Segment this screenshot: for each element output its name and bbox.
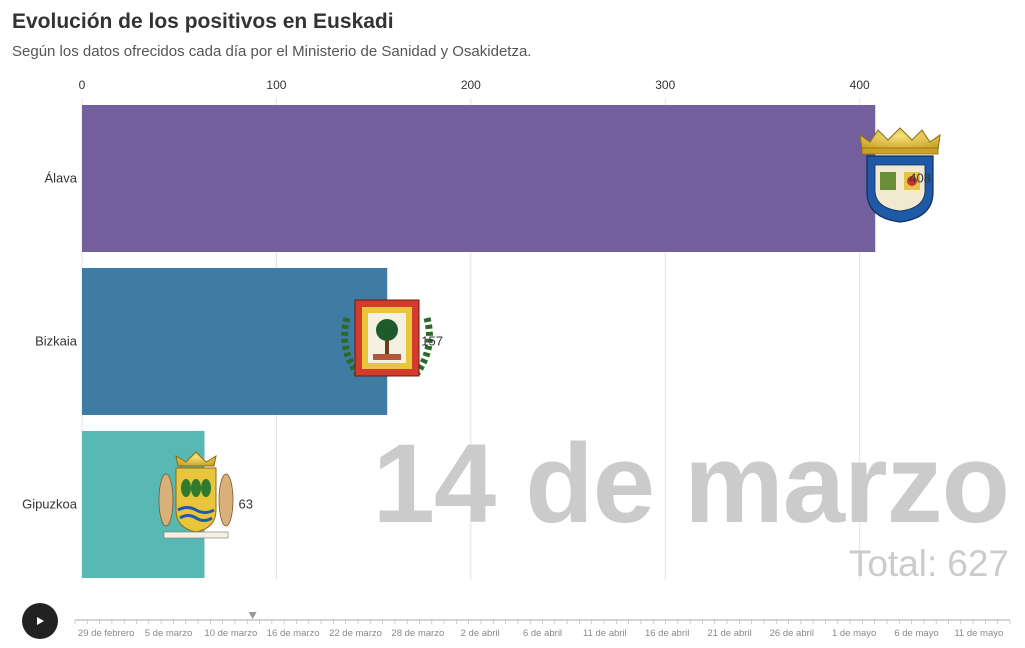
timeline-label: 11 de mayo	[954, 628, 1003, 639]
category-label: Álava	[44, 171, 77, 186]
play-button[interactable]	[22, 603, 58, 639]
coat-of-arms-gipuzkoa-icon	[158, 451, 234, 539]
timeline-label: 29 de febrero	[78, 628, 135, 639]
timeline-label: 6 de abril	[523, 628, 562, 639]
timeline-label: 26 de abril	[770, 628, 814, 639]
timeline-label: 11 de abril	[583, 628, 627, 639]
timeline-label: 2 de abril	[461, 628, 500, 639]
value-label: 63	[238, 497, 252, 512]
total-overlay: Total: 627	[839, 545, 1009, 582]
total-label: Total:	[848, 543, 938, 584]
timeline-label: 16 de marzo	[267, 628, 320, 639]
x-tick-label: 300	[655, 78, 675, 92]
x-tick-label: 200	[461, 78, 481, 92]
coat-of-arms-alava-icon	[859, 127, 941, 223]
x-tick-label: 100	[266, 78, 286, 92]
timeline-label: 1 de mayo	[832, 628, 876, 639]
coat-of-arms-bizkaia-icon	[341, 299, 433, 377]
chart-title: Evolución de los positivos en Euskadi	[12, 10, 394, 33]
timeline-label: 5 de marzo	[145, 628, 193, 639]
play-icon	[37, 617, 44, 625]
x-tick-label: 0	[79, 78, 86, 92]
timeline-label: 10 de marzo	[204, 628, 257, 639]
category-label: Bizkaia	[35, 334, 78, 349]
timeline-label: 28 de marzo	[391, 628, 444, 639]
value-label: 157	[421, 334, 443, 349]
timeline-label: 6 de mayo	[894, 628, 938, 639]
x-tick-label: 400	[850, 78, 870, 92]
timeline-label: 22 de marzo	[329, 628, 382, 639]
current-date-overlay: 14 de marzo	[372, 421, 1010, 546]
total-value: 627	[947, 543, 1009, 584]
value-label: 408	[909, 171, 931, 186]
timeline-label: 21 de abril	[707, 628, 751, 639]
bar-chart: 0 100 200 300 400	[22, 78, 941, 580]
timeline-handle[interactable]	[248, 612, 257, 619]
bar-álava[interactable]	[82, 105, 876, 252]
timeline-slider[interactable]: 29 de febrero 5 de marzo 10 de marzo 16 de …	[65, 606, 1015, 646]
category-label: Gipuzkoa	[22, 497, 78, 512]
bar-bizkaia[interactable]	[82, 268, 388, 415]
chart-subtitle: Según los datos ofrecidos cada día por e…	[12, 43, 532, 60]
timeline-label: 16 de abril	[645, 628, 689, 639]
